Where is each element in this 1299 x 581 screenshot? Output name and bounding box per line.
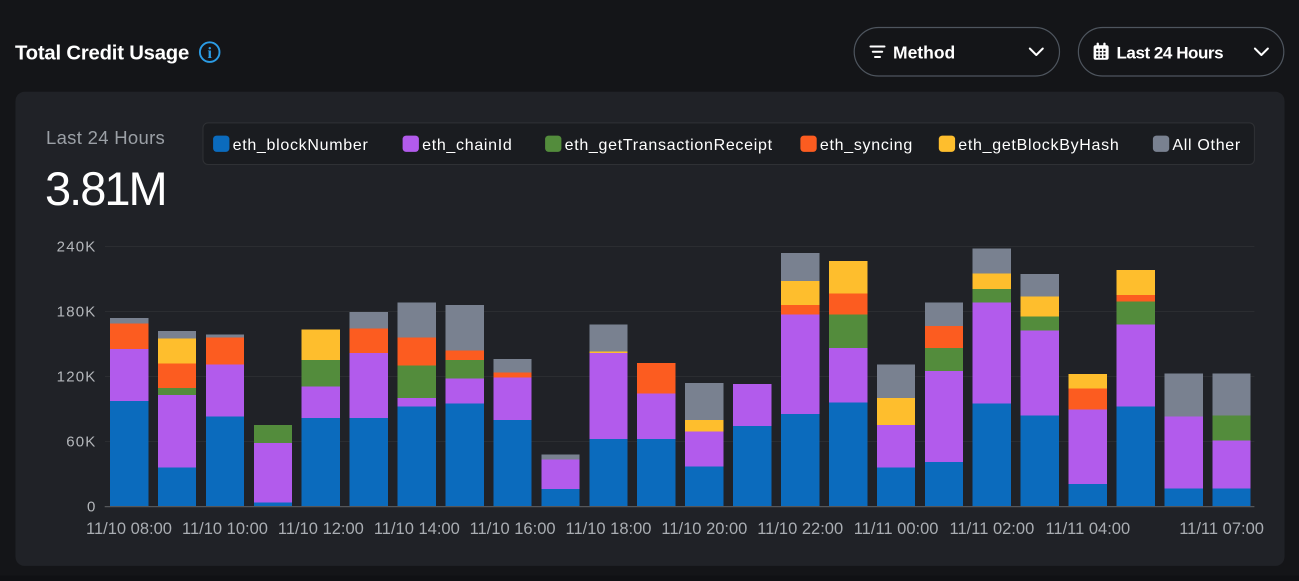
svg-text:180K: 180K bbox=[57, 304, 97, 321]
svg-text:0: 0 bbox=[87, 499, 97, 516]
svg-text:eth_blockNumber: eth_blockNumber bbox=[233, 137, 369, 154]
svg-text:eth_getTransactionReceipt: eth_getTransactionReceipt bbox=[565, 137, 773, 154]
svg-text:120K: 120K bbox=[57, 369, 97, 386]
svg-text:11/10 10:00: 11/10 10:00 bbox=[182, 520, 268, 538]
svg-text:3.81M: 3.81M bbox=[45, 162, 166, 215]
svg-text:11/10 14:00: 11/10 14:00 bbox=[374, 520, 460, 538]
svg-text:11/11 04:00: 11/11 04:00 bbox=[1045, 520, 1130, 538]
svg-text:11/10 12:00: 11/10 12:00 bbox=[278, 520, 364, 538]
svg-text:i: i bbox=[207, 45, 212, 62]
svg-text:11/10 22:00: 11/10 22:00 bbox=[757, 520, 843, 538]
svg-text:11/10 18:00: 11/10 18:00 bbox=[566, 520, 652, 538]
svg-text:eth_chainId: eth_chainId bbox=[422, 137, 512, 154]
svg-text:Last 24 Hours: Last 24 Hours bbox=[1117, 43, 1224, 62]
svg-text:Last 24 Hours: Last 24 Hours bbox=[46, 127, 165, 148]
svg-text:60K: 60K bbox=[66, 434, 96, 451]
svg-text:11/11 02:00: 11/11 02:00 bbox=[950, 520, 1035, 538]
svg-text:eth_syncing: eth_syncing bbox=[820, 137, 913, 154]
svg-text:11/10 08:00: 11/10 08:00 bbox=[86, 520, 172, 538]
svg-text:eth_getBlockByHash: eth_getBlockByHash bbox=[958, 137, 1119, 154]
svg-text:240K: 240K bbox=[57, 239, 97, 256]
svg-text:11/11 07:00: 11/11 07:00 bbox=[1179, 520, 1264, 538]
svg-text:Total Credit Usage: Total Credit Usage bbox=[15, 42, 189, 64]
svg-text:11/10 20:00: 11/10 20:00 bbox=[661, 520, 747, 538]
svg-text:11/10 16:00: 11/10 16:00 bbox=[470, 520, 556, 538]
svg-text:11/11 00:00: 11/11 00:00 bbox=[854, 520, 939, 538]
svg-text:All Other: All Other bbox=[1172, 137, 1241, 154]
svg-text:Method: Method bbox=[893, 42, 955, 62]
